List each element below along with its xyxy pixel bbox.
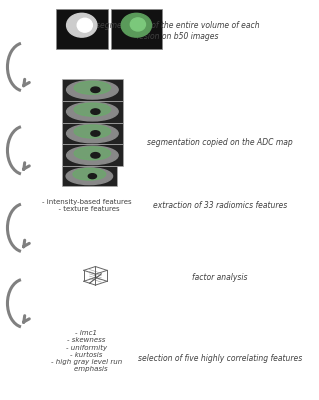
Ellipse shape <box>67 80 118 99</box>
Ellipse shape <box>66 168 113 185</box>
Ellipse shape <box>91 109 100 114</box>
Ellipse shape <box>67 13 97 37</box>
Text: - lmc1
- skewness
- uniformity
- kurtosis
- high gray level run
    emphasis: - lmc1 - skewness - uniformity - kurtosi… <box>51 330 122 372</box>
Ellipse shape <box>130 18 145 31</box>
Text: factor analysis: factor analysis <box>192 273 248 282</box>
Ellipse shape <box>91 152 100 158</box>
Ellipse shape <box>88 174 96 179</box>
FancyBboxPatch shape <box>111 9 162 49</box>
Ellipse shape <box>91 87 100 92</box>
Ellipse shape <box>67 102 118 121</box>
FancyBboxPatch shape <box>62 79 123 101</box>
FancyBboxPatch shape <box>62 166 117 186</box>
Ellipse shape <box>74 103 111 116</box>
Ellipse shape <box>67 146 118 164</box>
FancyBboxPatch shape <box>62 101 123 122</box>
FancyBboxPatch shape <box>62 122 123 144</box>
Ellipse shape <box>67 124 118 143</box>
Ellipse shape <box>121 13 152 37</box>
Ellipse shape <box>73 168 106 180</box>
Text: - intensity-based features
  - texture features: - intensity-based features - texture fea… <box>41 200 131 212</box>
Ellipse shape <box>74 125 111 138</box>
Ellipse shape <box>91 131 100 136</box>
Ellipse shape <box>74 81 111 94</box>
FancyBboxPatch shape <box>56 9 108 49</box>
Ellipse shape <box>77 18 93 32</box>
Ellipse shape <box>74 147 111 160</box>
Text: segmentation copied on the ADC map: segmentation copied on the ADC map <box>147 138 293 147</box>
Text: extraction of 33 radiomics features: extraction of 33 radiomics features <box>153 202 287 210</box>
FancyBboxPatch shape <box>62 144 123 166</box>
Text: selection of five highly correlating features: selection of five highly correlating fea… <box>138 354 302 363</box>
Text: segmentation of the entire volume of each
lesion on b50 images: segmentation of the entire volume of eac… <box>95 22 259 41</box>
